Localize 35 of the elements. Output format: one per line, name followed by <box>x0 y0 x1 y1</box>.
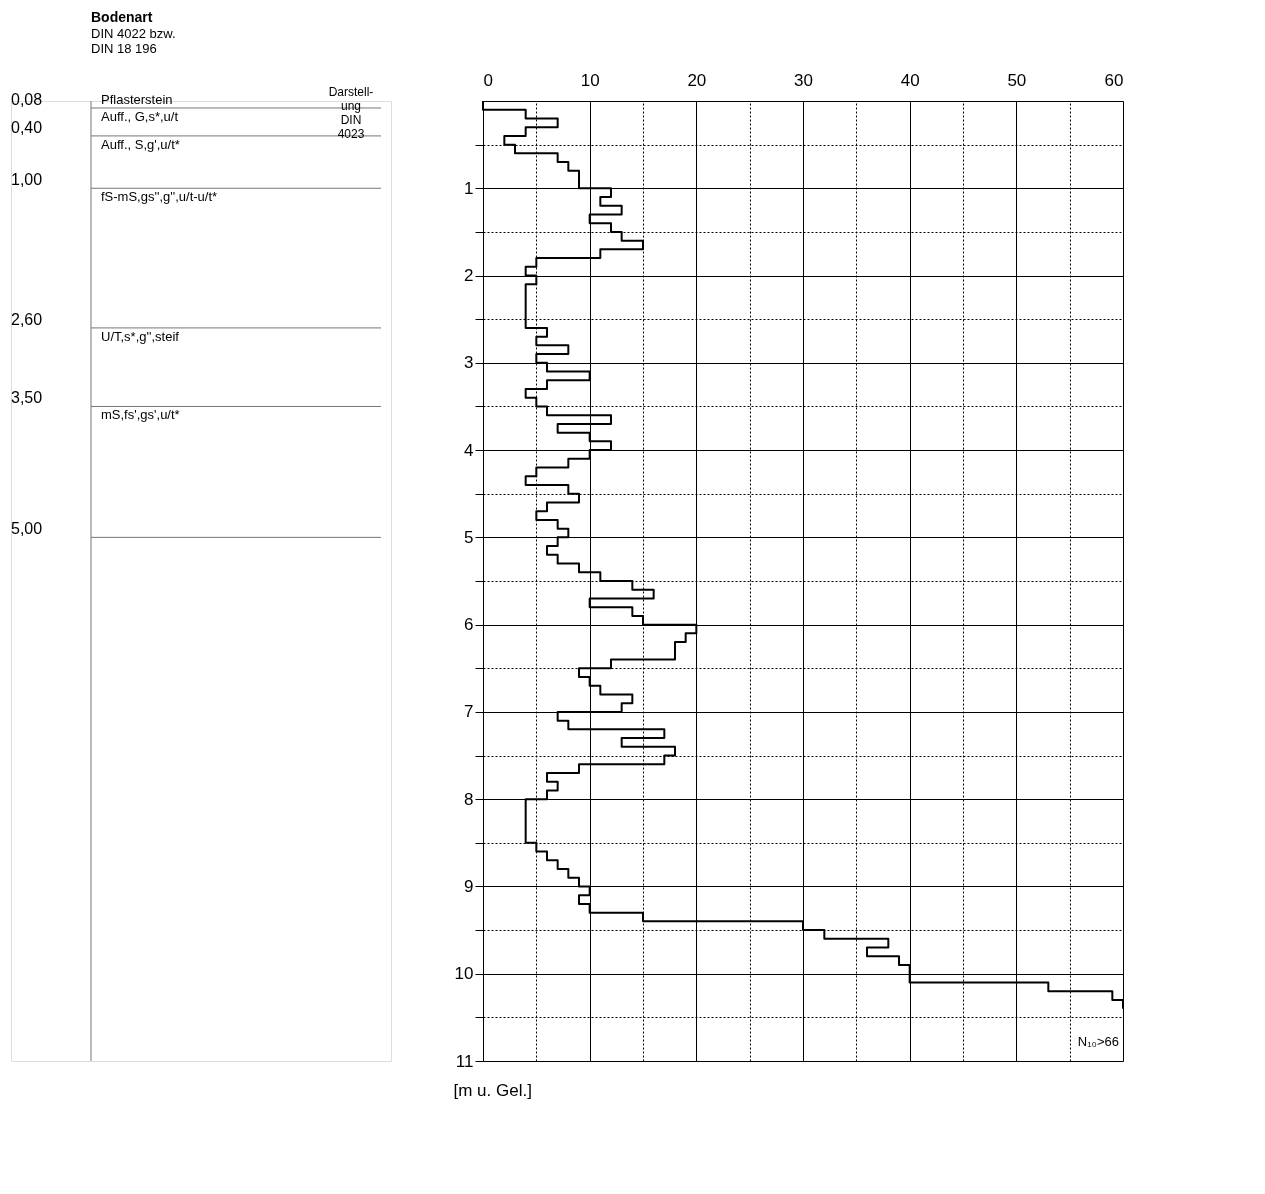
y-tick-label: 3 <box>464 353 474 373</box>
x-tick-label: 40 <box>900 70 920 90</box>
text: fS-mS,gs'',g'',u/t-u/t* <box>101 189 218 205</box>
text: U/T,s*,g'',steif <box>101 328 180 344</box>
x-tick-label: 0 <box>483 70 493 90</box>
y-axis-title: [m u. Gel.] <box>453 1080 532 1100</box>
y-tick-label: 7 <box>464 702 474 722</box>
y-tick-label: 10 <box>454 964 474 984</box>
y-tick-label: 5 <box>464 527 474 547</box>
x-tick-label: 20 <box>687 70 707 90</box>
y-tick-label: 4 <box>464 440 474 460</box>
x-tick-label: 30 <box>794 70 813 90</box>
text: 1,00 <box>11 171 43 189</box>
y-tick-label: 6 <box>464 615 474 635</box>
x-tick-label: 10 <box>580 70 600 90</box>
text: Bodenart <box>91 9 153 25</box>
x-tick-label: 60 <box>1104 70 1124 90</box>
y-tick-label: 11 <box>455 1051 474 1071</box>
annotation: N₁₀>66 <box>1077 1034 1119 1049</box>
y-tick-label: 2 <box>464 266 474 286</box>
text: DIN 4022 bzw. DIN 18 196 <box>91 26 176 56</box>
text: Darstell- ung DIN 4023 <box>328 85 374 141</box>
text: Auff., G,s*,u/t <box>101 108 179 124</box>
text: Auff., S,g',u/t* <box>101 136 180 152</box>
y-tick-label: 9 <box>464 876 474 896</box>
text: 5,00 <box>11 520 43 538</box>
text: mS,fs',gs',u/t* <box>101 407 180 423</box>
y-tick-label: 8 <box>464 789 474 809</box>
y-tick-label: 1 <box>464 178 474 198</box>
text: Pflasterstein <box>101 91 173 107</box>
text: 3,50 <box>11 389 43 407</box>
x-tick-label: 50 <box>1007 70 1027 90</box>
text: 0,08 <box>11 90 43 108</box>
text: 2,60 <box>11 310 43 328</box>
text: 0,40 <box>11 118 43 136</box>
